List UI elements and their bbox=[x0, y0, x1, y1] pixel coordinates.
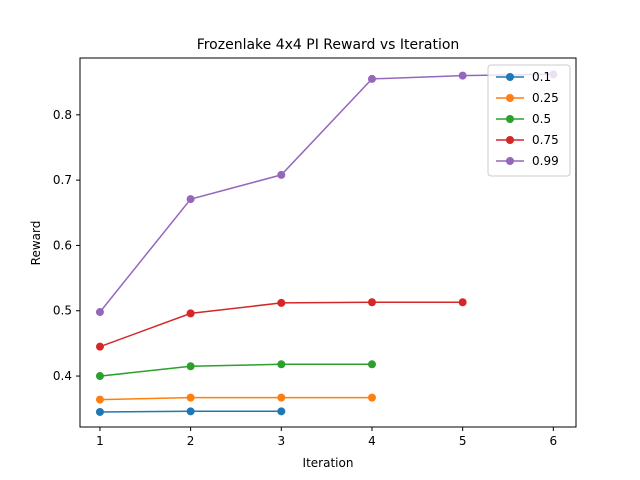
data-point bbox=[186, 362, 195, 371]
x-axis-label: Iteration bbox=[303, 456, 354, 470]
data-point bbox=[95, 342, 104, 351]
series-0-1 bbox=[95, 407, 286, 416]
data-point bbox=[95, 308, 104, 317]
legend-marker bbox=[506, 73, 514, 81]
data-point bbox=[186, 195, 195, 204]
data-point bbox=[458, 298, 467, 307]
series-line bbox=[99, 396, 372, 401]
series-line bbox=[99, 73, 554, 313]
x-tick-label: 6 bbox=[550, 434, 558, 448]
y-axis-ticks: 0.4 0.5 0.6 0.7 0.8 bbox=[53, 108, 80, 383]
data-point bbox=[95, 407, 104, 416]
x-tick-label: 3 bbox=[277, 434, 285, 448]
legend-marker bbox=[506, 157, 514, 165]
data-point bbox=[367, 360, 376, 369]
data-point bbox=[277, 393, 286, 402]
legend: 0.1 0.25 0.5 0.75 0.99 bbox=[487, 64, 571, 177]
legend-label: 0.25 bbox=[532, 91, 559, 105]
legend-frame bbox=[487, 64, 571, 177]
data-point bbox=[277, 360, 286, 369]
y-tick-label: 0.5 bbox=[53, 304, 72, 318]
x-tick-label: 2 bbox=[187, 434, 195, 448]
data-point bbox=[186, 309, 195, 318]
legend-item: 0.75 bbox=[496, 133, 559, 147]
data-point bbox=[95, 372, 104, 381]
y-tick-label: 0.7 bbox=[53, 173, 72, 187]
chart-title: Frozenlake 4x4 PI Reward vs Iteration bbox=[197, 37, 460, 53]
y-tick-label: 0.4 bbox=[53, 369, 72, 383]
legend-item: 0.25 bbox=[496, 91, 559, 105]
x-axis-ticks: 1 2 3 4 5 6 bbox=[96, 427, 557, 448]
data-point bbox=[367, 393, 376, 402]
legend-marker bbox=[506, 136, 514, 144]
data-point bbox=[277, 170, 286, 179]
plot-frame bbox=[79, 57, 577, 428]
data-point bbox=[186, 393, 195, 402]
legend-label: 0.5 bbox=[532, 112, 551, 126]
data-point bbox=[277, 298, 286, 307]
series-0-5 bbox=[95, 360, 376, 381]
legend-item: 0.1 bbox=[496, 70, 551, 84]
series-line bbox=[99, 363, 372, 377]
legend-label: 0.99 bbox=[532, 154, 559, 168]
legend-item: 0.99 bbox=[496, 154, 559, 168]
data-point bbox=[367, 74, 376, 83]
y-tick-label: 0.6 bbox=[53, 238, 72, 252]
series-0-75 bbox=[95, 298, 467, 351]
series-0-25 bbox=[95, 393, 376, 404]
x-tick-label: 4 bbox=[368, 434, 376, 448]
legend-marker bbox=[506, 94, 514, 102]
data-point bbox=[277, 407, 286, 416]
data-point bbox=[458, 71, 467, 80]
legend-marker bbox=[506, 115, 514, 123]
y-axis-label: Reward bbox=[29, 221, 43, 266]
series-line bbox=[99, 301, 463, 348]
x-tick-label: 1 bbox=[96, 434, 104, 448]
data-point bbox=[95, 395, 104, 404]
series-layer bbox=[95, 70, 558, 416]
x-tick-label: 5 bbox=[459, 434, 467, 448]
legend-label: 0.1 bbox=[532, 70, 551, 84]
y-tick-label: 0.8 bbox=[53, 108, 72, 122]
legend-label: 0.75 bbox=[532, 133, 559, 147]
legend-item: 0.5 bbox=[496, 112, 551, 126]
data-point bbox=[367, 298, 376, 307]
data-point bbox=[186, 407, 195, 416]
